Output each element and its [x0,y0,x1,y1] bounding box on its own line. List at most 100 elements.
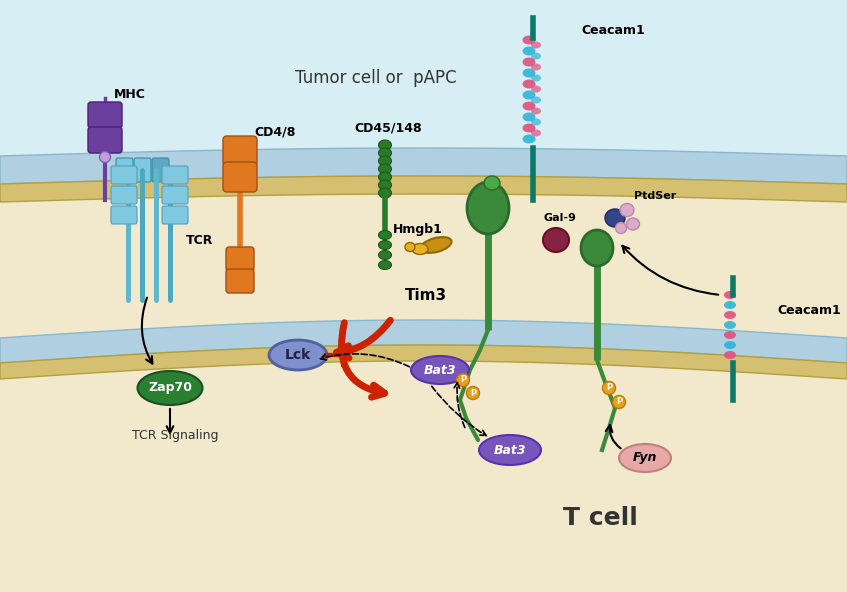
Ellipse shape [137,371,202,405]
Ellipse shape [99,152,110,162]
FancyBboxPatch shape [223,136,257,166]
Ellipse shape [379,156,391,166]
Bar [0,190,847,592]
Text: Zap70: Zap70 [148,381,192,394]
Ellipse shape [523,91,535,99]
FancyBboxPatch shape [223,162,257,192]
FancyBboxPatch shape [88,127,122,153]
Ellipse shape [523,124,535,133]
Ellipse shape [523,79,535,88]
Ellipse shape [543,228,569,252]
Ellipse shape [531,130,541,137]
Ellipse shape [724,291,736,299]
FancyBboxPatch shape [134,158,151,182]
FancyBboxPatch shape [162,206,188,224]
Ellipse shape [467,182,509,234]
Ellipse shape [523,57,535,66]
Ellipse shape [523,69,535,78]
FancyBboxPatch shape [162,186,188,204]
Ellipse shape [379,250,391,259]
Text: Hmgb1: Hmgb1 [393,223,443,236]
Ellipse shape [479,435,541,465]
Text: MHC: MHC [114,88,146,101]
Text: PtdSer: PtdSer [634,191,676,201]
Ellipse shape [531,108,541,114]
Ellipse shape [523,47,535,56]
Ellipse shape [420,237,451,253]
Polygon shape [0,148,847,184]
Ellipse shape [531,75,541,82]
Text: Bat3: Bat3 [424,363,457,377]
Ellipse shape [379,240,391,249]
Text: T cell: T cell [562,506,638,530]
Ellipse shape [620,204,634,217]
Ellipse shape [412,243,428,255]
Text: P: P [470,388,476,397]
Ellipse shape [379,140,391,150]
FancyBboxPatch shape [226,247,254,271]
FancyBboxPatch shape [111,166,137,184]
Text: TCR Signaling: TCR Signaling [132,430,219,442]
Ellipse shape [724,351,736,359]
Ellipse shape [531,53,541,60]
Ellipse shape [523,134,535,143]
Ellipse shape [484,176,500,190]
Ellipse shape [405,243,415,252]
Ellipse shape [523,36,535,44]
FancyBboxPatch shape [88,102,122,128]
Ellipse shape [724,341,736,349]
FancyBboxPatch shape [226,269,254,293]
Ellipse shape [724,331,736,339]
Ellipse shape [379,164,391,174]
FancyBboxPatch shape [116,158,133,182]
FancyBboxPatch shape [152,158,169,182]
Ellipse shape [724,301,736,309]
Ellipse shape [379,180,391,190]
Text: Ceacam1: Ceacam1 [777,304,841,317]
Ellipse shape [531,41,541,49]
Polygon shape [0,320,847,363]
Text: P: P [460,375,466,384]
Text: CD4/8: CD4/8 [254,126,296,139]
FancyBboxPatch shape [162,166,188,184]
Ellipse shape [531,118,541,126]
Text: Lck: Lck [285,348,311,362]
Ellipse shape [605,209,625,227]
Ellipse shape [523,101,535,111]
Ellipse shape [269,340,327,370]
Text: Ceacam1: Ceacam1 [581,24,645,37]
Ellipse shape [531,63,541,70]
Ellipse shape [619,444,671,472]
FancyBboxPatch shape [111,206,137,224]
Text: Fyn: Fyn [633,452,657,465]
Ellipse shape [379,148,391,158]
Text: P: P [616,397,622,407]
Ellipse shape [379,188,391,198]
Ellipse shape [531,85,541,92]
Ellipse shape [379,230,391,240]
Text: Bat3: Bat3 [494,443,526,456]
FancyBboxPatch shape [111,186,137,204]
Ellipse shape [457,374,469,387]
Ellipse shape [612,395,625,408]
Ellipse shape [379,172,391,182]
Ellipse shape [523,112,535,121]
Polygon shape [0,345,847,379]
Ellipse shape [379,260,391,269]
Ellipse shape [581,230,613,266]
Ellipse shape [602,381,616,394]
Ellipse shape [724,321,736,329]
Ellipse shape [724,311,736,319]
Ellipse shape [616,223,627,233]
Text: Tumor cell or  pAPC: Tumor cell or pAPC [295,69,457,87]
Ellipse shape [467,387,479,400]
Polygon shape [0,176,847,202]
Text: Tim3: Tim3 [405,288,447,304]
Ellipse shape [411,356,469,384]
Text: TCR: TCR [186,233,213,246]
Text: Gal-9: Gal-9 [544,213,577,223]
Ellipse shape [531,96,541,104]
Text: CD45/148: CD45/148 [354,121,422,134]
Text: P: P [606,384,612,392]
Ellipse shape [627,218,639,230]
